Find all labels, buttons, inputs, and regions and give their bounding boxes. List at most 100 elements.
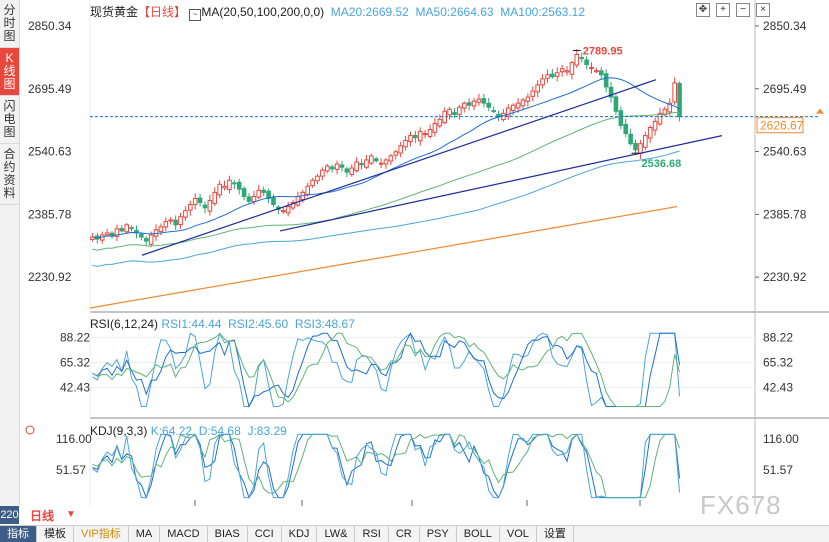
candle-body <box>466 102 472 106</box>
sidebar-tab-char: K <box>5 51 14 65</box>
candle-body <box>364 159 369 168</box>
candle-body <box>222 185 227 189</box>
tab-kdj[interactable]: KDJ <box>282 526 318 542</box>
tab-vip[interactable]: VIP指标 <box>74 526 129 542</box>
candle-body <box>183 210 188 218</box>
ma-label[interactable]: MA(20,50,100,200,0,0) <box>201 5 325 19</box>
tab-macd[interactable]: MACD <box>160 526 208 542</box>
candle-body <box>628 133 633 145</box>
kdj-k-value: K:64.22 <box>150 424 193 438</box>
candle-body <box>187 204 193 211</box>
rsi-axis-label: 42.43 <box>763 380 793 394</box>
candle-body <box>119 228 125 232</box>
tab-cr[interactable]: CR <box>389 526 420 542</box>
candle-body <box>266 190 271 199</box>
candle-body <box>564 70 570 73</box>
candle-body <box>295 195 301 206</box>
current-price-arrow-icon <box>816 108 824 114</box>
candle-body <box>373 158 379 162</box>
candle-body <box>432 122 438 133</box>
candle-body <box>129 227 134 230</box>
candle-body <box>354 161 359 172</box>
candle-body <box>251 195 257 203</box>
candle-body <box>163 221 169 228</box>
rsi-legend: RSI(6,12,24) RSI1:44.44 RSI2:45.60 RSI3:… <box>90 317 355 331</box>
candle-body <box>569 62 575 75</box>
ma100-line <box>92 150 680 267</box>
tab-vol[interactable]: VOL <box>500 526 537 542</box>
rsi-axis-label: 65.32 <box>763 355 793 369</box>
sidebar-tab-char: 闪 <box>3 99 16 113</box>
candle-body <box>457 106 462 115</box>
sidebar-tab-char: 图 <box>3 77 16 91</box>
candle-body <box>530 90 536 97</box>
tab-0[interactable]: 指标 <box>0 526 37 542</box>
candle-body <box>261 189 266 193</box>
candle-body <box>447 108 452 116</box>
candle-body <box>515 102 521 109</box>
price-axis-label: 2230.92 <box>763 270 807 284</box>
rsi2-value: RSI2:45.60 <box>228 317 289 331</box>
sidebar-tab-3[interactable]: 合约资料 <box>0 144 19 205</box>
chevron-down-icon[interactable]: ▼ <box>66 509 76 520</box>
rsi3-value: RSI3:48.67 <box>294 317 355 331</box>
price-axis-label-left: 2540.63 <box>28 145 72 159</box>
candle-body <box>452 111 457 116</box>
price-axis-label-left: 2850.34 <box>28 19 72 33</box>
candle-body <box>329 166 335 170</box>
sidebar-tab-char: 分 <box>3 3 16 17</box>
tab-bias[interactable]: BIAS <box>208 526 248 542</box>
zoom-out-icon[interactable]: − <box>736 3 750 17</box>
candle-body <box>236 181 242 190</box>
trendline-lower <box>279 135 723 232</box>
candle-body <box>554 72 560 77</box>
candle-body <box>633 142 638 151</box>
period-row: 220 日线 ▼ <box>0 506 829 524</box>
candle-body <box>403 139 408 148</box>
low-label: 2536.68 <box>642 158 682 170</box>
period-selector[interactable]: 日线 <box>30 509 55 523</box>
candle-body <box>657 112 663 125</box>
tab-psy[interactable]: PSY <box>420 526 457 542</box>
candle-body <box>603 73 609 88</box>
candle-body <box>638 143 643 154</box>
zoom-in-icon[interactable]: + <box>716 3 730 17</box>
candle-body <box>413 134 418 139</box>
rsi1-value: RSI1:44.44 <box>161 317 222 331</box>
candle-body <box>535 84 540 93</box>
chart-area[interactable]: 2850.34 2850.34 2695.49 2695.49 2540.63 2540.… <box>20 0 829 519</box>
kdj-axis-label-left: 51.57 <box>56 463 86 477</box>
sidebar-tab-char: 时 <box>3 16 16 30</box>
tab-boll[interactable]: BOLL <box>457 526 500 542</box>
tab-ma[interactable]: MA <box>129 526 161 542</box>
candle-body <box>114 228 120 237</box>
candle-body <box>417 131 423 142</box>
candle-body <box>594 70 599 73</box>
ma-settings-icon[interactable]: ~ <box>189 9 202 21</box>
sidebar-tab-2[interactable]: 闪电图 <box>0 96 19 144</box>
candle-body <box>256 189 262 198</box>
rsi3-line <box>92 332 681 408</box>
candle-body <box>510 104 516 112</box>
candle-body <box>232 182 237 185</box>
symbol-name: 现货黄金 <box>90 5 139 19</box>
tab-rsi[interactable]: RSI <box>355 526 389 542</box>
tab-lw[interactable]: LW& <box>317 526 356 542</box>
tab-14[interactable]: 设置 <box>537 526 574 542</box>
period-left[interactable]: 220 <box>0 506 19 524</box>
candle-body <box>349 167 355 175</box>
candle-body <box>662 108 668 116</box>
tab-1[interactable]: 模板 <box>37 526 74 542</box>
tab-cci[interactable]: CCI <box>248 526 282 542</box>
candle-body <box>280 210 286 213</box>
kdj-j-value: J:83.29 <box>247 424 287 438</box>
close-icon[interactable]: × <box>756 3 770 17</box>
candle-body <box>506 107 511 117</box>
rsi-axis-label: 88.22 <box>763 330 793 344</box>
candle-body <box>378 162 384 165</box>
sidebar-tab-0[interactable]: 分时图 <box>0 0 19 48</box>
rsi-axis-label-left: 42.43 <box>60 380 90 394</box>
price-axis-label: 2385.78 <box>763 207 807 221</box>
move-icon[interactable]: ✥ <box>696 3 710 17</box>
